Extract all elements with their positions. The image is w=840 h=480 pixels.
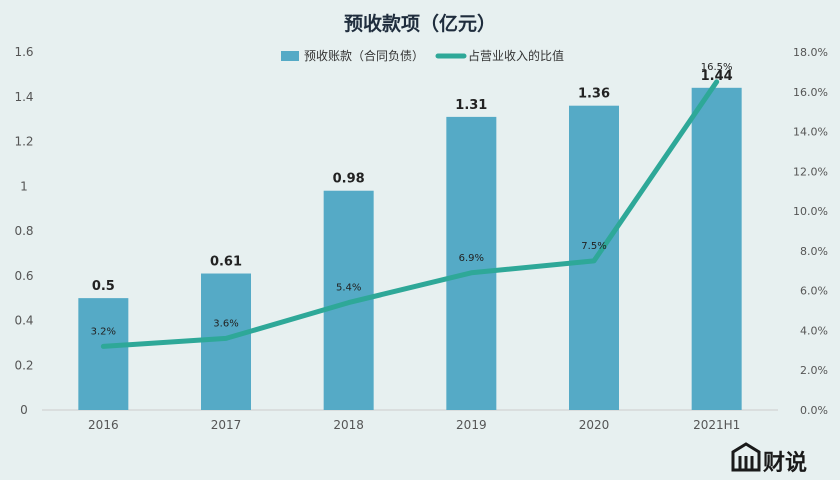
right-tick-label: 6.0% (800, 285, 828, 298)
bar-value-labels: 0.5 0.61 0.98 1.31 1.36 1.44 (92, 69, 733, 294)
line-point (469, 270, 474, 275)
x-axis-ticks: 2016 2017 2018 2019 2020 2021H1 (88, 418, 740, 432)
x-tick-label: 2019 (456, 418, 487, 432)
brand-logo: 财说 (731, 442, 807, 476)
line-value-label: 6.9% (459, 253, 484, 264)
x-tick-label: 2017 (211, 418, 242, 432)
chart-title: 预收款项（亿元） (344, 12, 496, 35)
legend-bar-label: 预收账款（合同负债） (304, 48, 424, 63)
line-point (714, 79, 719, 84)
line-point (101, 344, 106, 349)
legend-line-label: 占营业收入的比值 (468, 48, 564, 63)
brand-logo-icon (731, 442, 761, 472)
line-point (346, 300, 351, 305)
left-tick-label: 1.6 (14, 45, 33, 59)
right-tick-label: 12.0% (793, 165, 828, 178)
right-tick-label: 8.0% (800, 245, 828, 258)
left-axis-ticks: 0 0.2 0.4 0.6 0.8 1 1.2 1.4 1.6 (14, 45, 33, 417)
right-tick-label: 10.0% (793, 205, 828, 218)
x-tick-label: 2020 (579, 418, 610, 432)
line-value-label: 16.5% (701, 62, 733, 73)
line-point (224, 336, 228, 341)
right-tick-label: 18.0% (793, 46, 828, 59)
right-tick-label: 14.0% (793, 126, 828, 139)
left-tick-label: 0 (20, 403, 28, 417)
bar-value-label: 1.36 (578, 87, 610, 102)
bar-value-label: 1.31 (455, 98, 487, 113)
left-tick-label: 0.2 (14, 358, 33, 372)
bar-value-label: 0.61 (210, 255, 242, 270)
right-tick-label: 0.0% (800, 404, 828, 417)
series-line (100, 79, 720, 349)
right-tick-label: 16.0% (793, 86, 828, 99)
x-tick-label: 2016 (88, 418, 119, 432)
left-tick-label: 1.4 (14, 90, 33, 104)
line-series (100, 79, 720, 349)
bar (446, 116, 497, 410)
line-value-label: 7.5% (581, 241, 606, 252)
brand-logo-text: 财说 (763, 450, 807, 476)
legend: 预收账款（合同负债） 占营业收入的比值 (281, 48, 564, 63)
bar (691, 87, 742, 411)
x-tick-label: 2018 (333, 418, 364, 432)
left-tick-label: 1.2 (14, 135, 33, 149)
left-tick-label: 0.8 (14, 224, 33, 238)
line-point (592, 258, 596, 263)
line-value-label: 3.2% (91, 326, 116, 337)
bar-value-label: 1.44 (701, 69, 733, 84)
line-value-label: 3.6% (213, 318, 238, 329)
right-tick-label: 4.0% (800, 324, 828, 337)
x-tick-label: 2021H1 (693, 418, 740, 432)
left-tick-label: 1 (20, 179, 28, 193)
line-value-labels: 3.2% 3.6% 5.4% 6.9% 7.5% 16.5% (91, 62, 733, 338)
legend-bar-swatch (281, 51, 299, 61)
bar (78, 298, 129, 410)
left-tick-label: 0.4 (14, 314, 33, 328)
line-value-label: 5.4% (336, 283, 361, 294)
right-tick-label: 2.0% (800, 364, 828, 377)
left-tick-label: 0.6 (14, 269, 33, 283)
bar-value-label: 0.98 (333, 172, 365, 187)
bar-value-label: 0.5 (92, 279, 115, 294)
bar-series (78, 87, 742, 411)
right-axis-ticks: 0.0% 2.0% 4.0% 6.0% 8.0% 10.0% 12.0% 14.0% 16.0%… (793, 46, 828, 417)
